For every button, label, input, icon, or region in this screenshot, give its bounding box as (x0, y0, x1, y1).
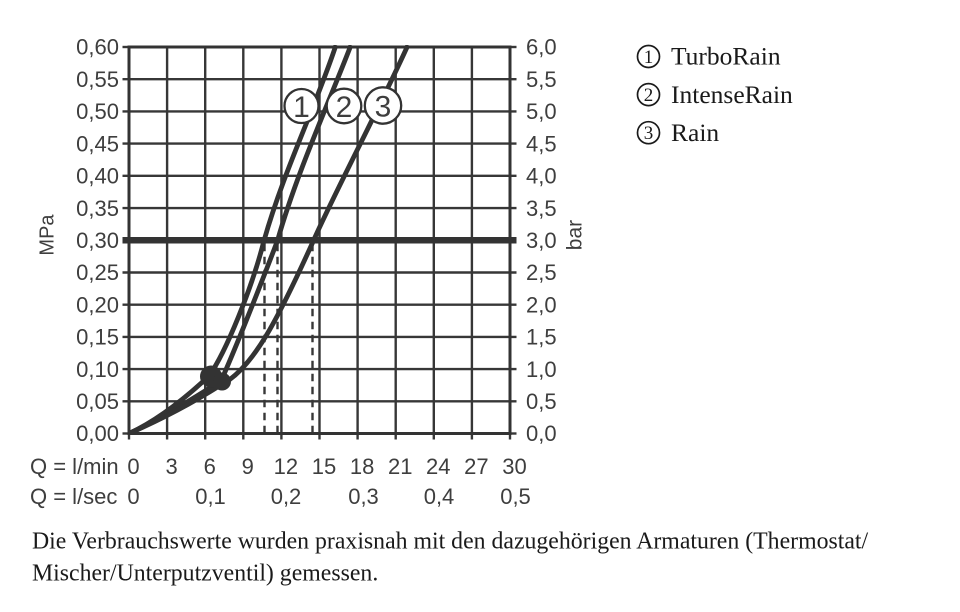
svg-text:3: 3 (644, 123, 654, 144)
svg-text:0,2: 0,2 (271, 484, 302, 509)
svg-text:0,1: 0,1 (195, 484, 226, 509)
svg-text:1,5: 1,5 (526, 325, 557, 350)
svg-text:bar: bar (564, 220, 587, 250)
svg-text:0: 0 (127, 484, 139, 509)
svg-text:3,5: 3,5 (526, 196, 557, 221)
svg-text:3: 3 (165, 454, 177, 479)
svg-text:0,30: 0,30 (76, 228, 119, 253)
svg-text:0,00: 0,00 (76, 421, 119, 446)
svg-text:0,55: 0,55 (76, 67, 119, 92)
svg-text:Rain: Rain (671, 118, 719, 147)
svg-text:3,0: 3,0 (526, 228, 557, 253)
svg-text:0,25: 0,25 (76, 260, 119, 285)
svg-text:0,20: 0,20 (76, 292, 119, 317)
svg-text:2: 2 (644, 85, 654, 106)
svg-text:5,0: 5,0 (526, 99, 557, 124)
svg-text:18: 18 (350, 454, 374, 479)
svg-text:3: 3 (375, 90, 392, 123)
svg-text:0,50: 0,50 (76, 99, 119, 124)
svg-text:21: 21 (388, 454, 412, 479)
svg-text:27: 27 (464, 454, 488, 479)
svg-text:6: 6 (204, 454, 216, 479)
svg-text:0,60: 0,60 (76, 35, 119, 60)
svg-text:12: 12 (274, 454, 298, 479)
svg-text:0,35: 0,35 (76, 196, 119, 221)
svg-text:Die Verbrauchswerte wurden pra: Die Verbrauchswerte wurden praxisnah mit… (32, 529, 869, 555)
svg-text:IntenseRain: IntenseRain (671, 80, 793, 109)
svg-text:TurboRain: TurboRain (671, 42, 781, 71)
svg-text:2,5: 2,5 (526, 260, 557, 285)
svg-text:0,3: 0,3 (348, 484, 379, 509)
svg-text:2,0: 2,0 (526, 292, 557, 317)
svg-text:1,0: 1,0 (526, 357, 557, 382)
svg-text:0,40: 0,40 (76, 164, 119, 189)
svg-text:0,4: 0,4 (424, 484, 455, 509)
svg-text:6,0: 6,0 (526, 35, 557, 60)
svg-text:4,0: 4,0 (526, 164, 557, 189)
svg-text:Q = l/min: Q = l/min (30, 454, 119, 479)
svg-text:MPa: MPa (37, 214, 59, 256)
svg-text:1: 1 (293, 91, 310, 124)
svg-text:0,15: 0,15 (76, 325, 119, 350)
svg-text:5,5: 5,5 (526, 67, 557, 92)
svg-text:Q = l/sec: Q = l/sec (30, 484, 117, 509)
svg-text:Mischer/Unterputzventil) gemes: Mischer/Unterputzventil) gemessen. (32, 561, 378, 587)
svg-text:0,10: 0,10 (76, 357, 119, 382)
svg-text:0,45: 0,45 (76, 131, 119, 156)
svg-text:1: 1 (644, 47, 654, 68)
svg-text:0,5: 0,5 (500, 484, 531, 509)
svg-text:0,05: 0,05 (76, 389, 119, 414)
svg-text:0,5: 0,5 (526, 389, 557, 414)
svg-text:2: 2 (336, 91, 353, 124)
svg-text:15: 15 (312, 454, 336, 479)
svg-text:0,0: 0,0 (526, 421, 557, 446)
svg-text:24: 24 (426, 454, 450, 479)
svg-text:4,5: 4,5 (526, 131, 557, 156)
svg-text:0: 0 (127, 454, 139, 479)
svg-text:30: 30 (502, 454, 526, 479)
svg-text:9: 9 (242, 454, 254, 479)
